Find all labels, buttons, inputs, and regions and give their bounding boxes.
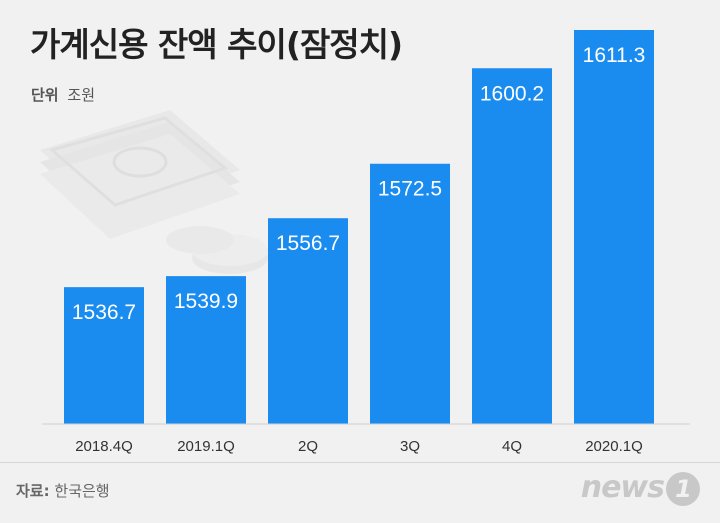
chart-title: 가계신용 잔액 추이(잠정치) xyxy=(30,25,403,64)
category-label: 4Q xyxy=(502,438,522,455)
bar-2020.1Q xyxy=(574,30,654,424)
category-label: 2020.1Q xyxy=(585,438,643,455)
news1-logo: news 1 xyxy=(581,470,700,506)
bar-value-label: 1536.7 xyxy=(72,301,136,324)
bar-3Q xyxy=(370,163,450,424)
category-label: 2019.1Q xyxy=(177,438,235,455)
bar-value-label: 1572.5 xyxy=(378,178,442,201)
category-label: 2Q xyxy=(298,438,318,455)
source-label: 자료: xyxy=(16,482,50,500)
unit-note: 단위 조원 xyxy=(31,84,95,105)
bar-value-label: 1556.7 xyxy=(276,232,340,255)
logo-number: 1 xyxy=(666,472,700,506)
unit-value: 조원 xyxy=(67,86,95,104)
money-stack-icon xyxy=(40,110,268,274)
bar-value-label: 1611.3 xyxy=(583,44,646,67)
logo-text: news xyxy=(580,470,665,505)
bar-2019.1Q xyxy=(166,276,246,424)
bar-4Q xyxy=(472,68,552,425)
category-label: 3Q xyxy=(400,438,420,455)
source-note: 자료: 한국은행 xyxy=(16,480,110,501)
bar-chart: 1536.7 1539.9 1556.7 1572.5 1600.2 1611.3 201… xyxy=(42,30,690,455)
category-label: 2018.4Q xyxy=(75,438,133,455)
bar-value-label: 1600.2 xyxy=(480,82,544,105)
unit-label: 단위 xyxy=(31,86,59,104)
source-value: 한국은행 xyxy=(54,482,110,500)
footer-divider xyxy=(0,462,720,463)
bar-2Q xyxy=(268,218,348,424)
bar-value-label: 1539.9 xyxy=(174,290,238,313)
bar-2018.4Q xyxy=(64,287,144,424)
